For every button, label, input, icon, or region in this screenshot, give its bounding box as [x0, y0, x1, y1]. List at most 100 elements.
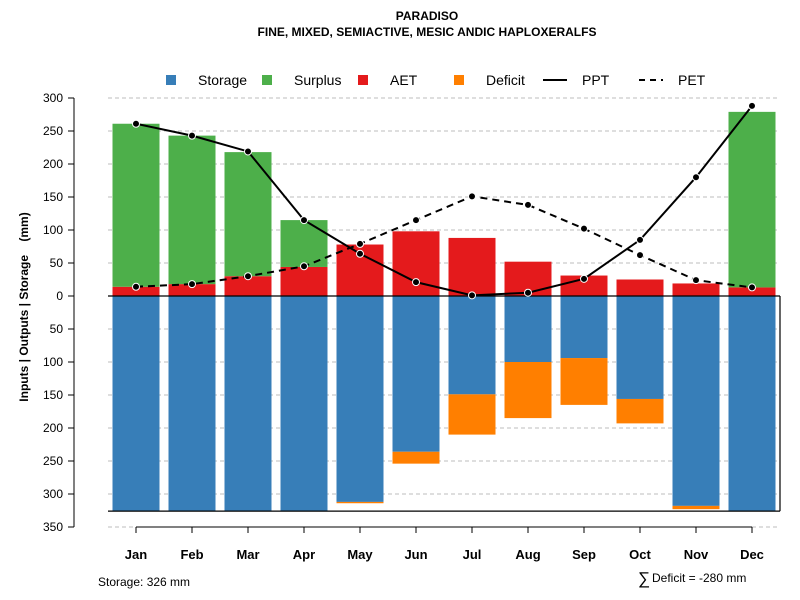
ppt-point [412, 278, 420, 287]
bar-surplus [224, 152, 272, 277]
y-tick-label: 250 [43, 454, 63, 468]
y-tick-label: 100 [43, 223, 63, 237]
pet-point [524, 200, 532, 209]
bar-deficit [672, 505, 720, 510]
bar-aet [112, 286, 160, 296]
bar-storage [728, 296, 776, 512]
bar-aet [448, 237, 496, 296]
y-tick-label: 350 [43, 520, 63, 534]
legend-swatch [262, 75, 272, 85]
x-axis: Jan Feb Mar Apr May Jun Jul Aug Sep Oct Nov Dec [125, 526, 764, 562]
y-tick-label: 50 [50, 256, 64, 270]
y-tick-label: 0 [56, 289, 63, 303]
chart-title: PARADISO [396, 9, 458, 23]
ppt-point [636, 235, 644, 244]
deficit-note: Deficit = -280 mm [652, 571, 746, 585]
legend: Storage Surplus AET Deficit PPT PET [166, 72, 706, 88]
bar-deficit [616, 398, 664, 424]
pet-line [135, 195, 753, 289]
legend-label: Surplus [294, 72, 341, 88]
bar-surplus [112, 123, 160, 287]
bars [108, 111, 781, 512]
ppt-point [524, 288, 532, 297]
ppt-point [692, 173, 700, 182]
x-tick-label: Jan [125, 547, 147, 562]
ppt-point [132, 119, 140, 128]
ppt-point [300, 216, 308, 225]
x-tick-label: Apr [293, 547, 315, 562]
bar-storage [616, 296, 664, 399]
bar-storage [336, 296, 384, 502]
y-tick-label: 200 [43, 421, 63, 435]
chart-subtitle: FINE, MIXED, SEMIACTIVE, MESIC ANDIC HAP… [258, 25, 597, 39]
bar-deficit [336, 501, 384, 504]
deficit-sum-symbol: ∑ [638, 569, 650, 588]
legend-label: AET [390, 72, 418, 88]
bar-deficit [560, 358, 608, 405]
legend-swatch [358, 75, 368, 85]
x-tick-label: Jul [463, 547, 482, 562]
x-tick-label: Jun [404, 547, 427, 562]
bar-storage [504, 296, 552, 362]
y-axis-label: Inputs | Outputs | Storage (mm) [17, 212, 31, 401]
ppt-point [188, 131, 196, 140]
pet-point [748, 283, 756, 292]
x-tick-label: Mar [236, 547, 259, 562]
y-tick-label: 200 [43, 157, 63, 171]
y-tick-label: 250 [43, 124, 63, 138]
bar-storage [672, 296, 720, 506]
legend-swatch [454, 75, 464, 85]
pet-point [300, 262, 308, 271]
bar-storage [280, 296, 328, 512]
ppt-line [135, 105, 753, 297]
bar-surplus [168, 135, 216, 285]
pet-point [636, 251, 644, 260]
bar-aet [280, 266, 328, 296]
bar-deficit [504, 362, 552, 419]
bar-storage [168, 296, 216, 512]
bar-aet [168, 284, 216, 296]
pet-point [692, 276, 700, 285]
ppt-point [244, 147, 252, 156]
x-tick-label: Feb [180, 547, 203, 562]
pet-point [244, 272, 252, 281]
y-tick-label: 300 [43, 487, 63, 501]
ppt-point [748, 101, 756, 110]
bar-deficit [448, 394, 496, 435]
legend-label: Deficit [486, 72, 525, 88]
bar-aet [224, 276, 272, 296]
ppt-point [468, 291, 476, 300]
bar-storage [392, 296, 440, 452]
lines [132, 101, 756, 300]
bar-aet [616, 279, 664, 296]
bar-storage [224, 296, 272, 512]
legend-swatch [166, 75, 176, 85]
pet-point [412, 216, 420, 225]
legend-label: Storage [198, 72, 247, 88]
legend-label: PET [678, 72, 706, 88]
x-tick-label: Sep [572, 547, 596, 562]
storage-note: Storage: 326 mm [98, 575, 190, 589]
pet-point [188, 280, 196, 289]
bar-storage [560, 296, 608, 359]
x-tick-label: Nov [684, 547, 709, 562]
bar-deficit [392, 451, 440, 464]
y-tick-label: 150 [43, 388, 63, 402]
ppt-point [580, 274, 588, 283]
y-tick-label: 150 [43, 190, 63, 204]
pet-point [580, 224, 588, 233]
bar-storage [112, 296, 160, 512]
x-tick-label: Dec [740, 547, 764, 562]
y-tick-label: 100 [43, 355, 63, 369]
x-tick-label: Oct [629, 547, 651, 562]
x-tick-label: Aug [515, 547, 540, 562]
bar-aet [672, 283, 720, 296]
x-tick-label: May [347, 547, 373, 562]
y-axis: 300 250 200 150 100 50 0 50 100 150 200 250 300 350 [43, 91, 75, 534]
pet-point [468, 192, 476, 201]
bar-storage [448, 296, 496, 395]
bar-aet [728, 287, 776, 296]
y-tick-label: 50 [50, 322, 64, 336]
bar-aet [560, 275, 608, 296]
